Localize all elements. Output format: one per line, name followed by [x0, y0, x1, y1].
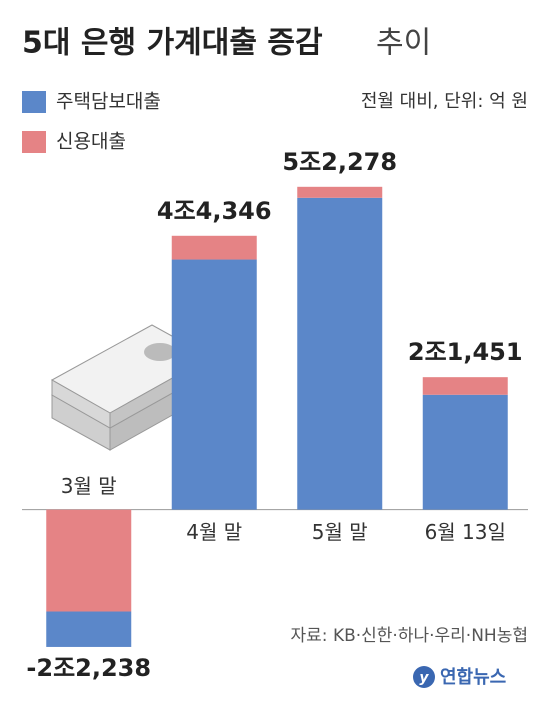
total-label: 4조4,346 — [157, 197, 272, 225]
legend-swatch — [22, 131, 46, 153]
legend-label: 주택담보대출 — [56, 91, 161, 113]
bar-segment — [422, 394, 508, 510]
bar-segment — [171, 235, 257, 260]
logo: y 연합뉴스 — [413, 666, 506, 688]
x-tick-label: 4월 말 — [186, 520, 242, 544]
total-label: -2조2,238 — [26, 654, 151, 682]
bar-segment — [46, 509, 132, 612]
logo-icon — [413, 666, 435, 688]
legend-label: 신용대출 — [56, 131, 126, 153]
chart-title: 5대 은행 가계대출 증감 — [22, 26, 323, 61]
logo-icon-letter: y — [419, 670, 429, 686]
source: 자료: KB·신한·하나·우리·NH농협 — [291, 626, 528, 646]
money-illustration — [50, 324, 212, 451]
subtitle: 전월 대비, 단위: 억 원 — [361, 91, 528, 112]
logo-text: 연합뉴스 — [440, 666, 506, 688]
legend-swatch — [22, 91, 46, 113]
x-tick-label: 5월 말 — [312, 520, 368, 544]
bar-segment — [171, 259, 257, 510]
bar-segment — [422, 377, 508, 395]
total-label: 2조1,451 — [408, 338, 523, 366]
bar-segment — [297, 197, 383, 510]
total-label: 5조2,278 — [282, 148, 397, 176]
bar-segment — [297, 186, 383, 198]
x-tick-label: 6월 13일 — [425, 520, 506, 544]
x-tick-label: 3월 말 — [61, 474, 117, 498]
bar-segment — [46, 611, 132, 647]
chart-title-suffix: 추이 — [376, 26, 431, 61]
